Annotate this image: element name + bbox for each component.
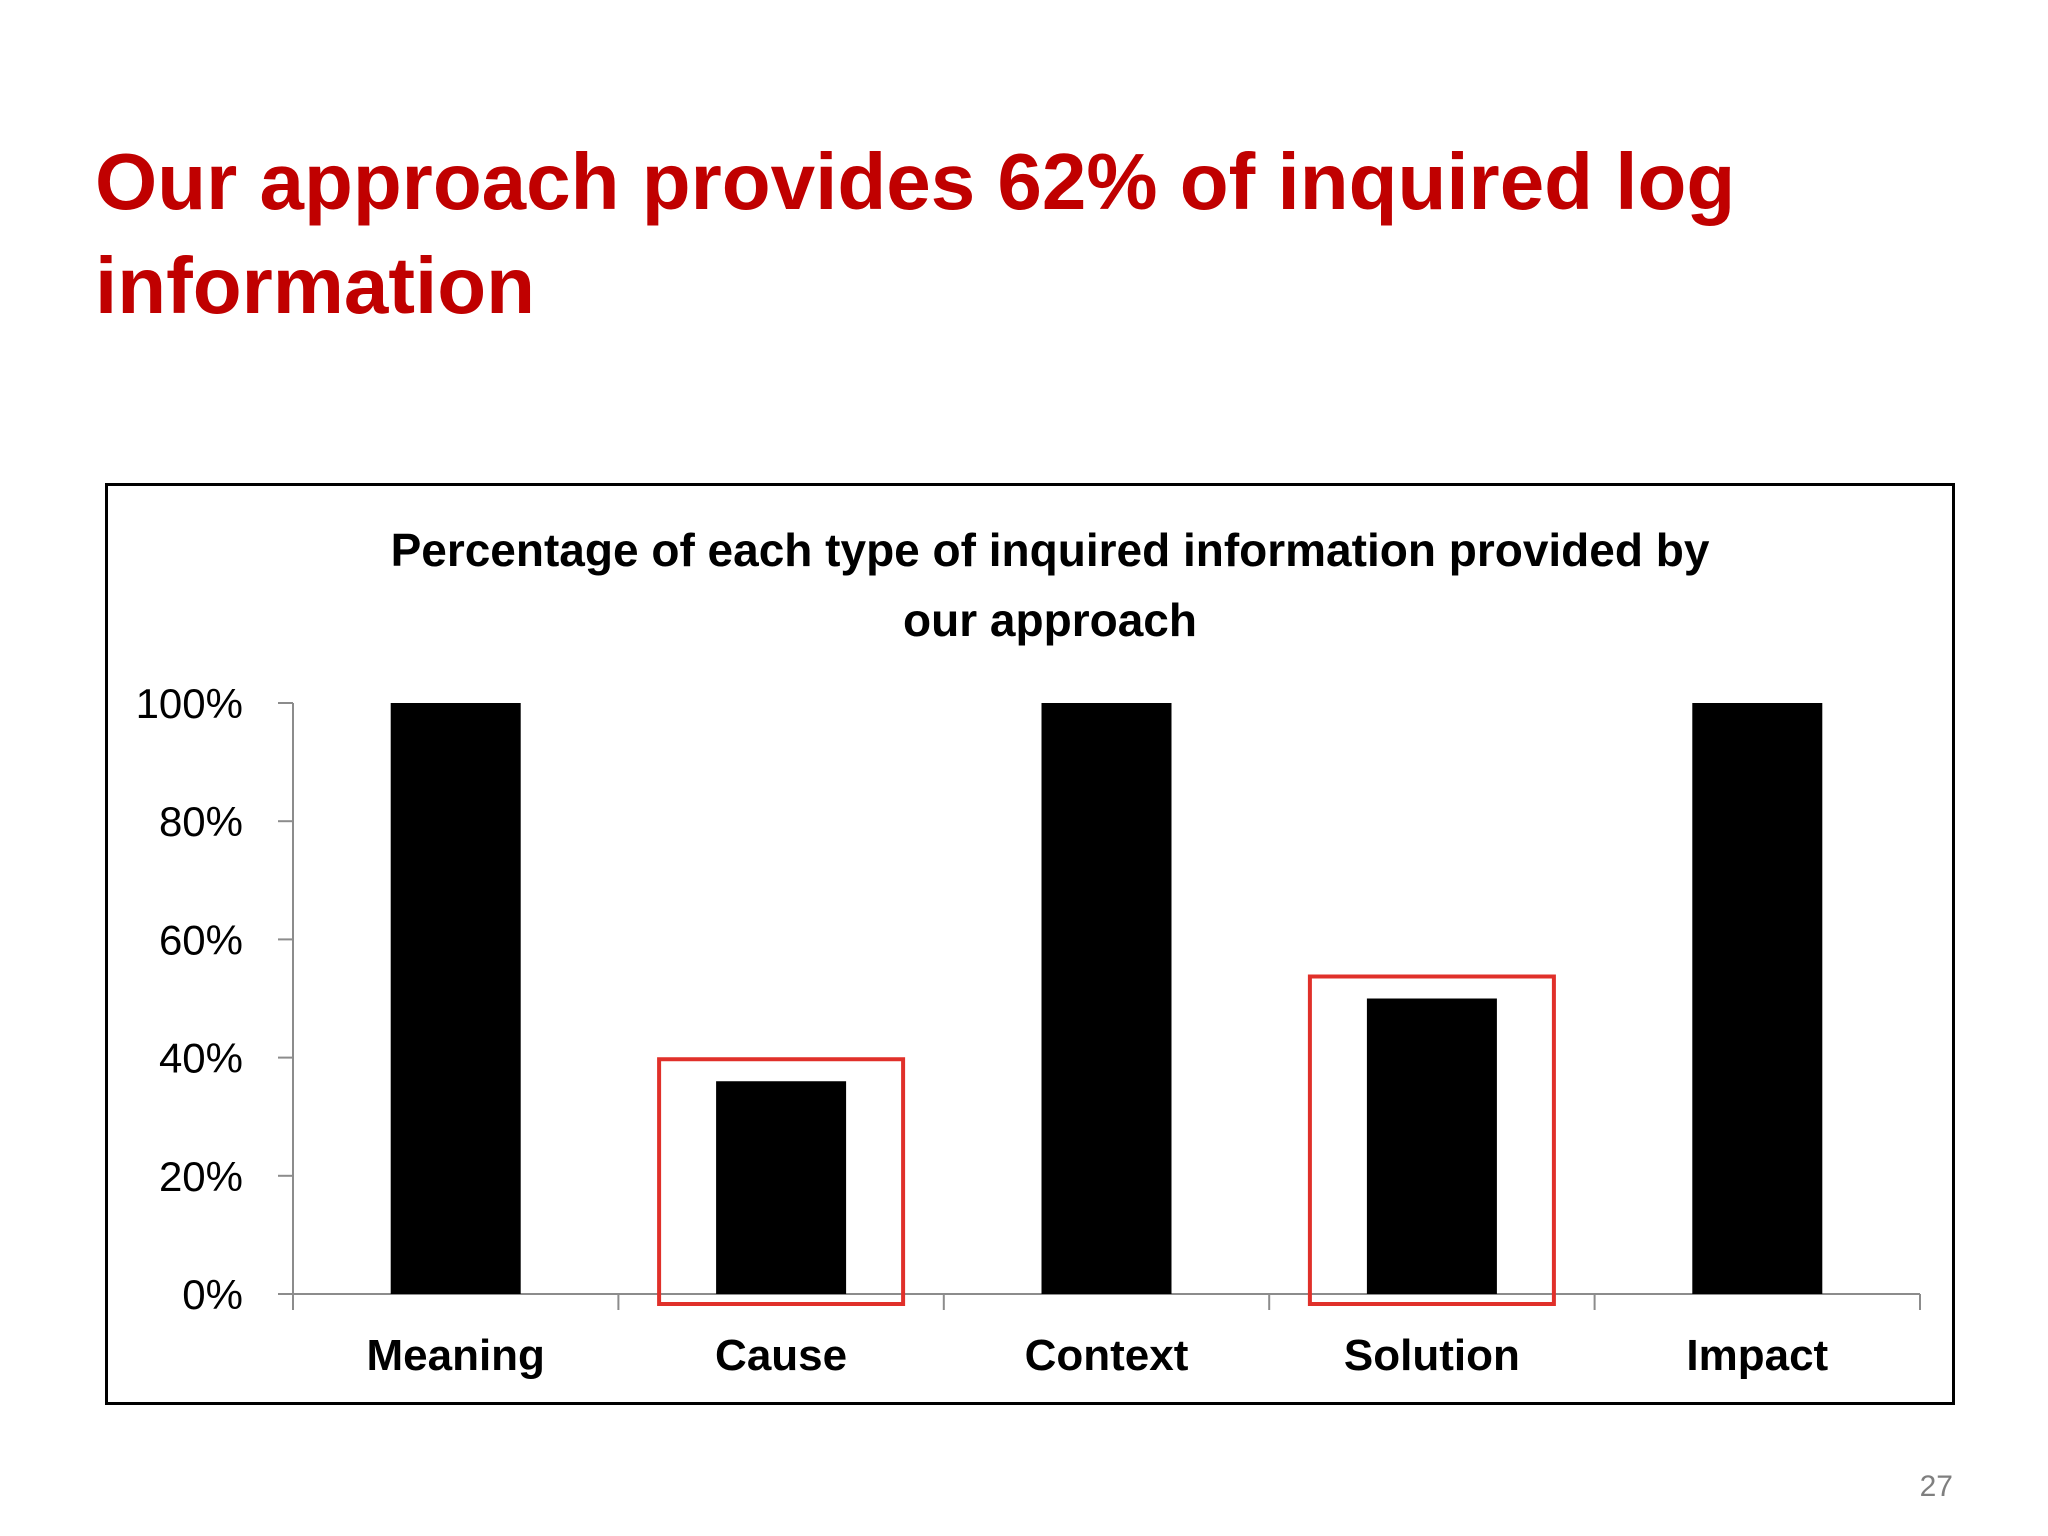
chart-bars — [390, 703, 1823, 1294]
chart-frame: Percentage of each type of inquired info… — [105, 483, 1955, 1405]
x-tick-label: Context — [1025, 1331, 1189, 1380]
chart-highlights — [657, 974, 1556, 1306]
y-axis-ticks: 0% 20% 40% 60% 80% 100% — [136, 680, 293, 1318]
x-tick-label: Cause — [715, 1331, 847, 1380]
highlight-box-cause — [657, 1057, 906, 1306]
bar-context — [1041, 703, 1172, 1294]
slide-number: 27 — [1919, 1470, 1953, 1503]
highlight-box-solution — [1307, 974, 1556, 1306]
bar-solution — [1366, 998, 1497, 1294]
y-tick-label: 60% — [159, 916, 243, 963]
chart-title: Percentage of each type of inquired info… — [391, 524, 1710, 646]
y-tick-label: 0% — [182, 1271, 243, 1318]
y-tick-label: 40% — [159, 1035, 243, 1082]
x-tick-label: Meaning — [366, 1331, 544, 1380]
y-tick-label: 100% — [136, 680, 243, 727]
x-axis-labels: Meaning Cause Context Solution Impact — [366, 1331, 1828, 1380]
y-tick-label: 80% — [159, 798, 243, 845]
x-tick-label: Solution — [1344, 1331, 1520, 1380]
bar-cause — [716, 1081, 847, 1294]
chart-title-line: Percentage of each type of inquired info… — [391, 524, 1710, 576]
bar-impact — [1692, 703, 1823, 1294]
bar-chart: Percentage of each type of inquired info… — [136, 524, 1921, 1380]
y-tick-label: 20% — [159, 1153, 243, 1200]
bar-meaning — [390, 703, 521, 1294]
x-tick-label: Impact — [1686, 1331, 1828, 1380]
slide-title: Our approach provides 62% of inquired lo… — [95, 137, 1736, 330]
chart-title-line: our approach — [903, 594, 1197, 646]
